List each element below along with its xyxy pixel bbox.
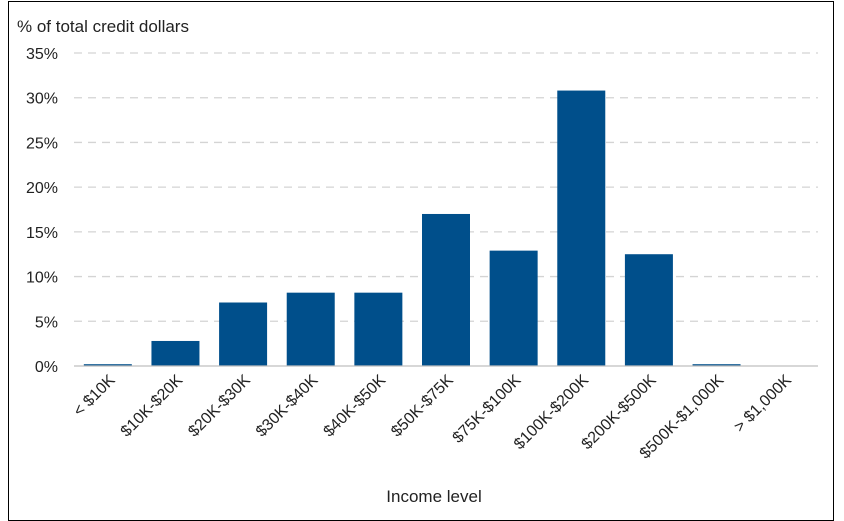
y-tick-label: 20%: [26, 180, 58, 197]
bar-chart: % of total credit dollars 0% 5% 10% 15% 20% 2…: [17, 17, 818, 506]
x-tick-label: < $10K: [70, 372, 118, 420]
bar: [489, 250, 538, 366]
bar: [557, 90, 606, 366]
y-tick-label: 15%: [26, 225, 58, 242]
y-tick-label: 5%: [35, 314, 58, 331]
y-tick-label: 35%: [26, 46, 58, 63]
bars: [83, 90, 741, 366]
bar: [692, 364, 741, 366]
bar: [422, 213, 470, 366]
x-tick-label: $30K-$40K: [253, 372, 322, 441]
x-tick-label: $10K-$20K: [118, 372, 187, 441]
y-tick-label: 25%: [26, 135, 58, 152]
x-tick-label: $50K-$75K: [388, 372, 457, 441]
y-tick-label: 0%: [35, 359, 58, 376]
chart-frame: [8, 1, 834, 521]
x-tick-label: > $1,000K: [731, 372, 795, 436]
bar: [219, 302, 268, 366]
bar: [151, 340, 200, 366]
x-axis-ticks: < $10K $10K-$20K $20K-$30K $30K-$40K $40K-$5…: [70, 372, 795, 463]
y-tick-label: 30%: [26, 91, 58, 108]
x-tick-label: $20K-$30K: [185, 372, 254, 441]
y-tick-label: 10%: [26, 270, 58, 287]
bar: [286, 292, 335, 366]
x-tick-label: $75K-$100K: [450, 372, 525, 447]
x-tick-label: $40K-$50K: [321, 372, 390, 441]
chart-title: % of total credit dollars: [17, 17, 189, 36]
bar: [624, 254, 673, 366]
y-axis-ticks: 0% 5% 10% 15% 20% 25% 30% 35%: [26, 46, 58, 376]
bar: [83, 364, 132, 366]
x-axis-label: Income level: [386, 487, 481, 506]
bar: [354, 292, 403, 366]
